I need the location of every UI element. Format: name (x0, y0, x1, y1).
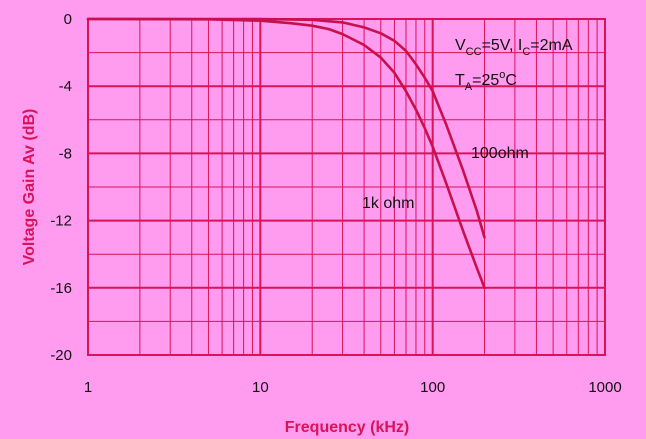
grid (87, 18, 606, 356)
series-lines (86, 17, 486, 290)
ta-sup: o (499, 69, 505, 81)
conditions-ta: TA=25oC (455, 69, 517, 93)
series-line-1k-ohm (86, 17, 486, 290)
plot-frame (87, 18, 606, 356)
x-tick-label: 1000 (588, 379, 621, 396)
series-line-100ohm (86, 17, 486, 239)
series-label-1k-ohm: 1k ohm (362, 195, 414, 212)
conditions-vcc-ic: VCC=5V, IC=2mA (455, 37, 573, 58)
y-tick-label: -16 (50, 280, 72, 297)
y-tick-label: -8 (59, 145, 72, 162)
y-axis-title: Voltage Gain Av (dB) (21, 109, 38, 266)
x-axis-title: Frequency (kHz) (285, 419, 409, 436)
ta-rest: =25 (472, 72, 499, 89)
vcc-label: V (455, 37, 466, 54)
ta-label: T (455, 72, 465, 89)
y-tick-label: 0 (64, 11, 72, 28)
ta-unit: C (505, 72, 517, 89)
vcc-sub: CC (466, 46, 482, 58)
ic-rest: =2mA (530, 37, 573, 54)
tick-labels: 1 10 100 1000 0 -4 -8 -12 -16 -20 (50, 11, 621, 396)
x-tick-label: 1 (84, 379, 92, 396)
x-tick-label: 10 (252, 379, 269, 396)
y-tick-label: -4 (59, 78, 72, 95)
vcc-rest: =5V, I (482, 37, 523, 54)
ic-sub: C (522, 46, 530, 58)
y-tick-label: -20 (50, 347, 72, 364)
ta-sub: A (465, 81, 473, 93)
y-tick-label: -12 (50, 213, 72, 230)
series-label-100ohm: 100ohm (471, 145, 529, 162)
x-tick-label: 100 (420, 379, 445, 396)
